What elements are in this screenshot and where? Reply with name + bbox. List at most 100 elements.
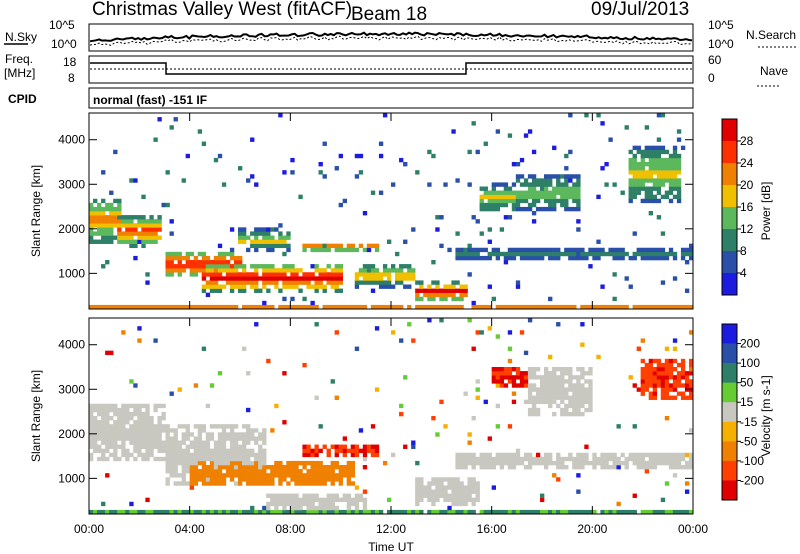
velocity-cell [242, 460, 247, 466]
velocity-cell [334, 330, 339, 335]
power-cell [378, 304, 384, 310]
velocity-cell [233, 432, 239, 437]
velocity-cell [229, 432, 235, 437]
velocity-cell [137, 444, 142, 449]
velocity-cell [97, 420, 102, 425]
velocity-cell [93, 420, 98, 425]
power-cell [189, 272, 194, 277]
power-cell [556, 247, 561, 253]
power-cell [660, 162, 666, 167]
power-cell [399, 268, 404, 273]
power-cell [487, 255, 492, 261]
power-colorbar-tick-label: 20 [740, 178, 754, 192]
velocity-cell [153, 428, 158, 433]
velocity-cell [233, 448, 239, 454]
power-cell [350, 304, 356, 310]
velocity-cell [350, 473, 356, 478]
velocity-cell [97, 424, 102, 429]
velocity-cell [523, 383, 529, 388]
velocity-cell [688, 358, 694, 364]
power-cell [201, 251, 207, 257]
power-cell [664, 190, 670, 195]
velocity-cell [447, 509, 452, 515]
power-cell [660, 280, 666, 285]
power-cell [548, 178, 553, 183]
velocity-cell [121, 444, 126, 449]
velocity-cell [242, 452, 247, 458]
velocity-cell [209, 436, 215, 441]
power-cell [644, 153, 650, 159]
velocity-cell [306, 469, 311, 474]
power-cell [125, 304, 130, 310]
velocity-cell [648, 358, 654, 364]
power-cell [660, 149, 666, 155]
velocity-cell [535, 399, 541, 405]
velocity-cell [209, 460, 215, 466]
power-cell [105, 202, 110, 208]
power-cell [564, 166, 569, 171]
power-cell [636, 166, 641, 171]
velocity-cell [165, 477, 170, 482]
velocity-cell [580, 375, 585, 380]
velocity-cell [117, 509, 122, 515]
velocity-cell [688, 395, 694, 400]
power-cell [644, 170, 650, 175]
velocity-cell [201, 456, 207, 462]
power-cell [640, 157, 645, 163]
power-cell [266, 227, 271, 232]
power-cell [628, 190, 633, 195]
velocity-cell [213, 452, 219, 458]
velocity-cell [467, 489, 472, 494]
power-cell [338, 247, 343, 253]
velocity-cell [576, 367, 581, 372]
velocity-cell [556, 379, 561, 384]
velocity-cell [310, 452, 315, 458]
velocity-cell [121, 509, 126, 515]
power-cell [89, 231, 94, 236]
velocity-cell [173, 444, 178, 449]
power-cell [632, 174, 637, 179]
velocity-cell [552, 387, 557, 392]
velocity-cell [165, 432, 170, 437]
velocity-colorbar-swatch [722, 363, 737, 383]
velocity-cell [483, 399, 488, 405]
velocity-cell [544, 395, 549, 400]
velocity-cell [322, 505, 327, 511]
power-cell [608, 251, 613, 257]
velocity-cell [572, 456, 577, 462]
velocity-cell [254, 469, 259, 474]
velocity-cell [668, 395, 674, 400]
power-cell [153, 235, 158, 240]
velocity-cell [507, 379, 513, 384]
velocity-cell [270, 469, 275, 474]
velocity-cell [185, 424, 190, 429]
velocity-cell [310, 448, 315, 454]
velocity-cell [189, 485, 194, 490]
power-cell [648, 162, 654, 167]
velocity-cell [688, 452, 694, 458]
power-cell [423, 288, 428, 293]
velocity-cell [548, 456, 553, 462]
power-cell [229, 276, 235, 281]
power-cell [612, 272, 617, 277]
velocity-cell [676, 371, 682, 376]
velocity-cell [213, 440, 219, 445]
velocity-cell [407, 509, 412, 515]
velocity-cell [676, 362, 682, 368]
velocity-cell [346, 501, 352, 507]
power-cell [676, 182, 682, 187]
velocity-cell [169, 391, 174, 396]
velocity-cell [229, 465, 235, 470]
power-cell [588, 264, 593, 269]
velocity-cell [221, 444, 227, 449]
velocity-cell [133, 432, 138, 437]
power-cell [660, 113, 666, 118]
velocity-cell [209, 456, 215, 462]
velocity-cell [121, 432, 126, 437]
power-cell [101, 264, 106, 269]
power-cell [209, 268, 215, 273]
velocity-cell [225, 456, 231, 462]
power-cell [201, 284, 207, 289]
velocity-cell [523, 371, 529, 376]
power-cell [600, 284, 605, 289]
